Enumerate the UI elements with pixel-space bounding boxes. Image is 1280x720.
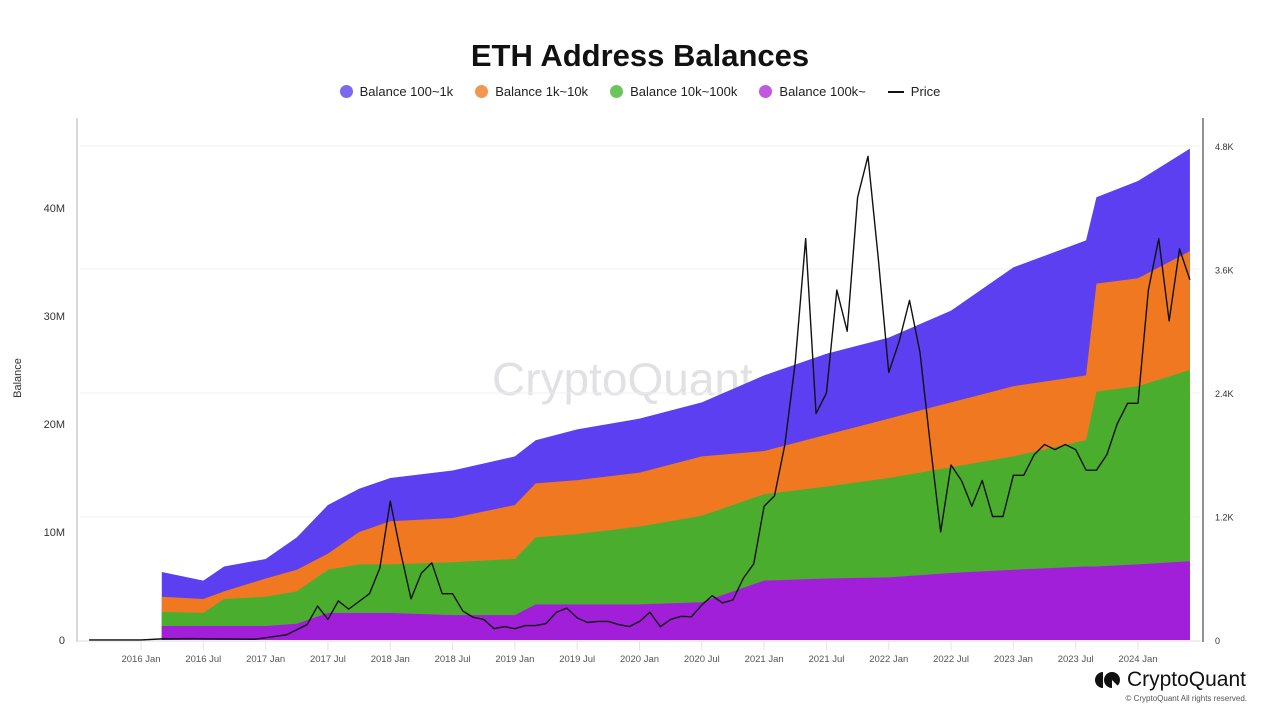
legend-dot-icon bbox=[475, 85, 489, 98]
x-tick-label: 2020 Jan bbox=[620, 654, 659, 665]
legend: Balance 100~1k Balance 1k~10k Balance 10… bbox=[0, 84, 1280, 99]
y-right-tick-label: 1.2K bbox=[1215, 513, 1234, 523]
x-tick-label: 2019 Jul bbox=[559, 654, 595, 665]
legend-item-price[interactable]: Price bbox=[887, 84, 941, 99]
x-tick-label: 2022 Jan bbox=[869, 654, 908, 665]
x-tick-label: 2023 Jul bbox=[1058, 654, 1094, 665]
legend-item-balance-1k-10k[interactable]: Balance 1k~10k bbox=[475, 84, 588, 99]
x-tick-label: 2018 Jan bbox=[371, 654, 410, 665]
x-tick-label: 2023 Jan bbox=[994, 654, 1033, 665]
y-tick-label: 10M bbox=[44, 527, 65, 539]
legend-label: Balance 10k~100k bbox=[630, 84, 738, 99]
cryptoquant-logo-icon bbox=[1094, 672, 1120, 688]
x-tick-label: 2024 Jan bbox=[1118, 654, 1157, 665]
y-tick-label: 40M bbox=[44, 203, 65, 215]
y-right-tick-label: 3.6K bbox=[1215, 266, 1234, 276]
x-tick-label: 2021 Jul bbox=[808, 654, 844, 665]
y-tick-label: 0 bbox=[59, 635, 65, 647]
y-right-tick-label: 0 bbox=[1215, 636, 1220, 646]
legend-item-balance-100k[interactable]: Balance 100k~ bbox=[759, 84, 866, 99]
legend-label: Balance 1k~10k bbox=[495, 84, 589, 99]
area-balance-10k-100k bbox=[161, 370, 1190, 640]
legend-dot-icon bbox=[339, 85, 353, 98]
x-tick-label: 2017 Jul bbox=[310, 654, 346, 665]
x-tick-label: 2020 Jul bbox=[684, 654, 720, 665]
x-tick-label: 2022 Jul bbox=[933, 654, 969, 665]
brand-name: CryptoQuant bbox=[1126, 668, 1246, 691]
brand-logo: CryptoQuant bbox=[1094, 668, 1246, 692]
legend-item-balance-10k-100k[interactable]: Balance 10k~100k bbox=[610, 84, 737, 99]
y-axis-label: Balance bbox=[11, 358, 24, 398]
legend-dot-icon bbox=[610, 85, 624, 98]
y-tick-label: 30M bbox=[44, 311, 65, 323]
y-tick-label: 20M bbox=[44, 419, 65, 431]
legend-item-balance-100-1k[interactable]: Balance 100~1k bbox=[339, 84, 454, 99]
copyright: © CryptoQuant All rights reserved. bbox=[1125, 694, 1248, 703]
x-tick-label: 2018 Jul bbox=[435, 654, 471, 665]
y-right-tick-label: 2.4K bbox=[1215, 389, 1234, 399]
legend-label: Balance 100~1k bbox=[359, 84, 454, 99]
legend-line-icon bbox=[887, 90, 904, 93]
x-tick-label: 2016 Jul bbox=[185, 654, 221, 665]
area-balance-100k- bbox=[161, 561, 1190, 640]
watermark: CryptoQuant bbox=[492, 353, 753, 405]
legend-label: Price bbox=[910, 84, 941, 99]
chart-title: ETH Address Balances bbox=[470, 38, 810, 73]
y-right-tick-label: 4.8K bbox=[1215, 142, 1234, 152]
x-tick-label: 2016 Jan bbox=[121, 654, 160, 665]
x-tick-label: 2019 Jan bbox=[495, 654, 534, 665]
x-tick-label: 2021 Jan bbox=[745, 654, 784, 665]
price-line bbox=[89, 155, 1191, 641]
legend-label: Balance 100k~ bbox=[779, 84, 866, 99]
legend-dot-icon bbox=[759, 85, 773, 98]
x-tick-label: 2017 Jan bbox=[246, 654, 285, 665]
